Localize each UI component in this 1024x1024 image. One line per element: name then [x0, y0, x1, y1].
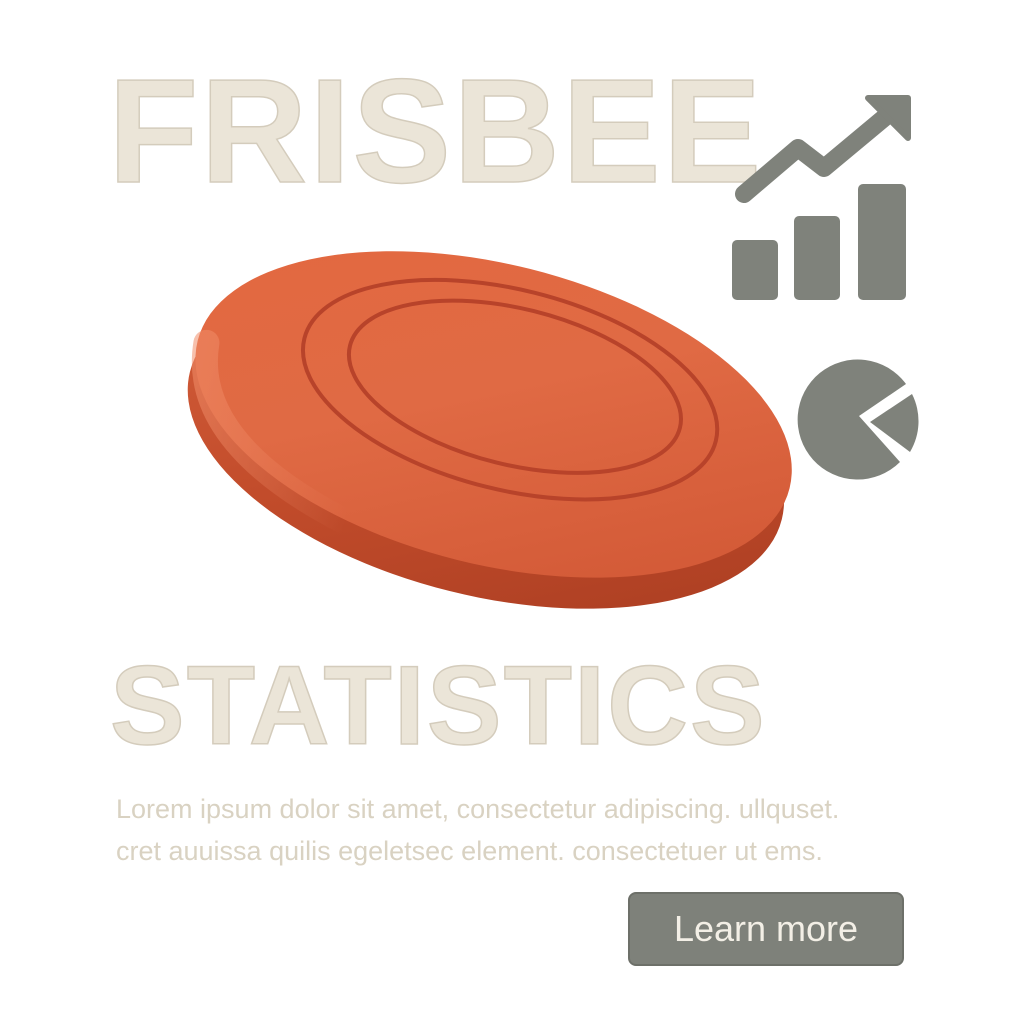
title-statistics: STATISTICS — [109, 643, 767, 768]
body-text: Lorem ipsum dolor sit amet, consectetur … — [116, 794, 840, 866]
frisbee-illustration — [187, 251, 792, 609]
bar-chart-icon — [732, 184, 906, 300]
title-frisbee: FRISBEE — [107, 49, 764, 214]
line-chart-icon — [732, 95, 911, 300]
learn-more-button[interactable]: Learn more — [628, 892, 904, 966]
pie-chart-icon — [797, 359, 919, 480]
